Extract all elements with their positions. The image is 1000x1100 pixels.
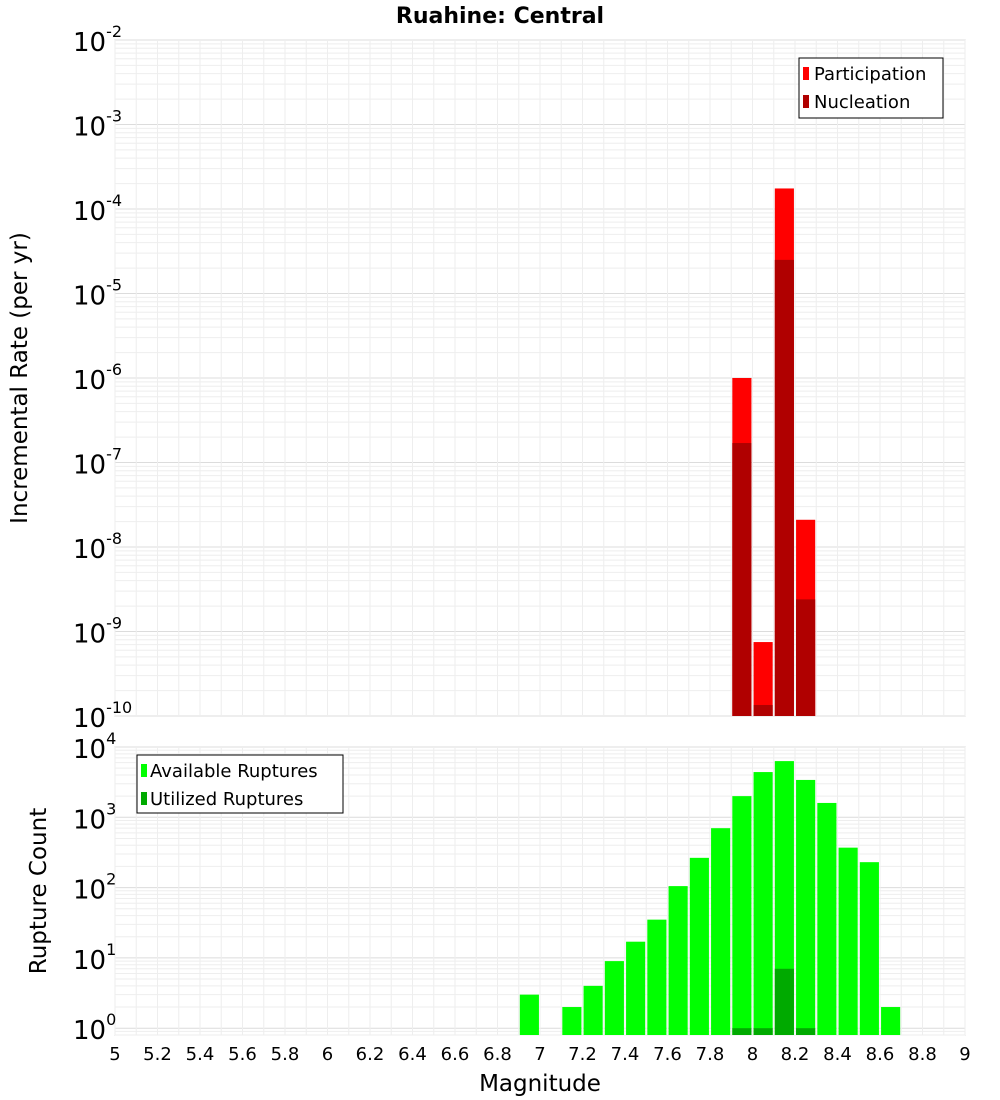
x-tick-label: 7.4 — [611, 1044, 640, 1065]
x-tick-label: 6.2 — [356, 1044, 385, 1065]
x-tick-label: 7.6 — [653, 1044, 682, 1065]
top-y-tick-labels: 10-10 10-9 10-8 10-7 10-6 10-5 10-4 10-3 10-2 — [73, 22, 132, 734]
legend-label-available: Available Ruptures — [150, 761, 318, 782]
top-y-tick-label: 10-8 — [73, 529, 122, 565]
count-bar-a — [689, 857, 709, 1035]
rate-bar-b — [796, 599, 816, 716]
bottom-y-tick-label: 100 — [73, 1010, 116, 1046]
bottom-legend-box — [136, 754, 344, 814]
legend-label-utilized: Utilized Ruptures — [150, 789, 303, 810]
count-bar-a — [796, 779, 816, 1035]
x-tick-label: 5.6 — [228, 1044, 257, 1065]
count-bar-a — [562, 1007, 582, 1035]
x-tick-label: 8.8 — [908, 1044, 937, 1065]
count-bar-b — [753, 1028, 773, 1035]
x-tick-labels: 5 5.2 5.4 5.6 5.8 6 6.2 6.4 6.6 6.8 7 7.2 7.4 7.6 7.8 8… — [109, 1044, 970, 1065]
legend-swatch-nucleation — [803, 95, 809, 108]
count-bar-a — [859, 862, 879, 1035]
count-bar-b — [774, 968, 794, 1035]
x-tick-label: 6 — [322, 1044, 333, 1065]
top-grid — [114, 39, 966, 717]
count-bar-a — [668, 886, 688, 1035]
top-y-tick-label: 10-3 — [73, 107, 122, 143]
x-tick-label: 8.6 — [866, 1044, 895, 1065]
top-y-tick-label: 10-7 — [73, 445, 122, 481]
x-tick-label: 8 — [747, 1044, 758, 1065]
top-panel: 10-10 10-9 10-8 10-7 10-6 10-5 10-4 10-3 10-2 In… — [7, 22, 966, 734]
x-tick-label: 8.4 — [823, 1044, 852, 1065]
x-tick-label: 7.2 — [568, 1044, 597, 1065]
bottom-y-tick-label: 104 — [73, 729, 116, 765]
count-bar-a — [519, 994, 539, 1035]
bottom-y-axis-label: Rupture Count — [26, 808, 52, 974]
top-y-tick-label: 10-6 — [73, 360, 122, 396]
x-tick-label: 5.8 — [271, 1044, 300, 1065]
top-y-tick-label: 10-10 — [73, 698, 132, 734]
bottom-legend: Available Ruptures Utilized Ruptures — [136, 754, 344, 814]
rate-bar-b — [753, 704, 773, 716]
count-bar-a — [647, 919, 667, 1035]
x-tick-label: 5.4 — [186, 1044, 215, 1065]
legend-label-participation: Participation — [814, 64, 926, 85]
x-tick-label: 7.8 — [696, 1044, 725, 1065]
x-tick-label: 5.2 — [143, 1044, 172, 1065]
bottom-panel: 100 101 102 103 104 5 5.2 5.4 5.6 5.8 6 6.2 6.4 6.6 6… — [26, 729, 971, 1097]
x-tick-label: 9 — [959, 1044, 970, 1065]
count-bar-a — [881, 1007, 901, 1035]
top-y-tick-label: 10-9 — [73, 614, 122, 650]
x-tick-label: 6.6 — [441, 1044, 470, 1065]
bottom-y-tick-label: 101 — [73, 940, 116, 976]
top-y-axis-label: Incremental Rate (per yr) — [7, 232, 33, 524]
x-tick-label: 6.4 — [398, 1044, 427, 1065]
count-bar-a — [817, 802, 837, 1035]
rate-bar-b — [774, 259, 794, 716]
top-legend: Participation Nucleation — [798, 57, 944, 119]
bottom-y-tick-labels: 100 101 102 103 104 — [73, 729, 116, 1046]
chart-title: Ruahine: Central — [396, 4, 604, 29]
x-axis-label: Magnitude — [479, 1071, 601, 1097]
count-bar-b — [732, 1028, 752, 1035]
rate-bar-a — [753, 642, 773, 716]
legend-swatch-utilized — [141, 792, 147, 805]
count-bar-a — [732, 796, 752, 1035]
legend-label-nucleation: Nucleation — [814, 92, 910, 113]
count-bar-a — [583, 985, 603, 1035]
legend-swatch-available — [141, 764, 147, 777]
count-bar-a — [753, 772, 773, 1035]
count-bar-a — [838, 847, 858, 1035]
rate-bar-b — [732, 443, 752, 716]
x-tick-label: 5 — [109, 1044, 120, 1065]
x-tick-label: 8.2 — [781, 1044, 810, 1065]
top-y-tick-label: 10-2 — [73, 22, 122, 58]
legend-swatch-participation — [803, 67, 809, 80]
bottom-y-tick-label: 103 — [73, 799, 116, 835]
count-bar-b — [796, 1028, 816, 1035]
x-tick-label: 7 — [534, 1044, 545, 1065]
x-tick-label: 6.8 — [483, 1044, 512, 1065]
bottom-bars — [519, 761, 901, 1035]
count-bar-a — [626, 941, 646, 1035]
top-bars — [732, 188, 816, 717]
top-y-tick-label: 10-5 — [73, 276, 122, 312]
count-bar-a — [774, 761, 794, 1035]
count-bar-a — [711, 828, 731, 1035]
bottom-y-tick-label: 102 — [73, 870, 116, 906]
top-legend-box — [798, 57, 944, 119]
count-bar-a — [604, 961, 624, 1035]
top-y-tick-label: 10-4 — [73, 191, 122, 227]
